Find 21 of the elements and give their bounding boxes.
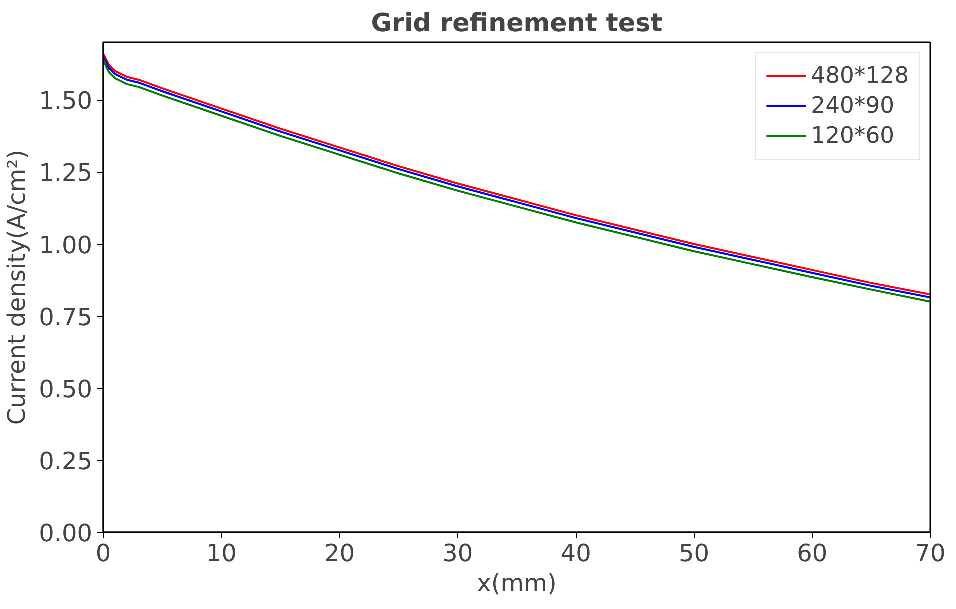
x-tick-label: 40 bbox=[560, 540, 592, 568]
x-tick-label: 50 bbox=[678, 540, 710, 568]
y-tick-label: 0.75 bbox=[39, 303, 92, 332]
y-axis-title: Current density(A/cm²) bbox=[3, 150, 32, 426]
y-tick-label: 0.50 bbox=[39, 375, 92, 404]
legend-label: 480*128 bbox=[811, 63, 909, 89]
x-tick-label: 10 bbox=[206, 540, 237, 568]
y-tick-label: 1.50 bbox=[39, 87, 92, 116]
x-axis-title: x(mm) bbox=[477, 570, 557, 598]
x-tick-label: 70 bbox=[915, 540, 946, 568]
legend-label: 120*60 bbox=[811, 123, 895, 149]
x-tick-label: 60 bbox=[797, 540, 828, 568]
x-tick-label: 0 bbox=[96, 540, 112, 568]
x-tick-label: 20 bbox=[324, 540, 356, 568]
y-tick-label: 0.00 bbox=[39, 520, 92, 548]
legend-label: 240*90 bbox=[811, 93, 895, 119]
chart-title: Grid refinement test bbox=[371, 8, 663, 38]
y-tick-label: 1.25 bbox=[39, 159, 92, 188]
x-tick-label: 30 bbox=[442, 540, 474, 568]
y-tick-label: 0.25 bbox=[39, 447, 92, 476]
y-tick-label: 1.00 bbox=[39, 231, 92, 260]
